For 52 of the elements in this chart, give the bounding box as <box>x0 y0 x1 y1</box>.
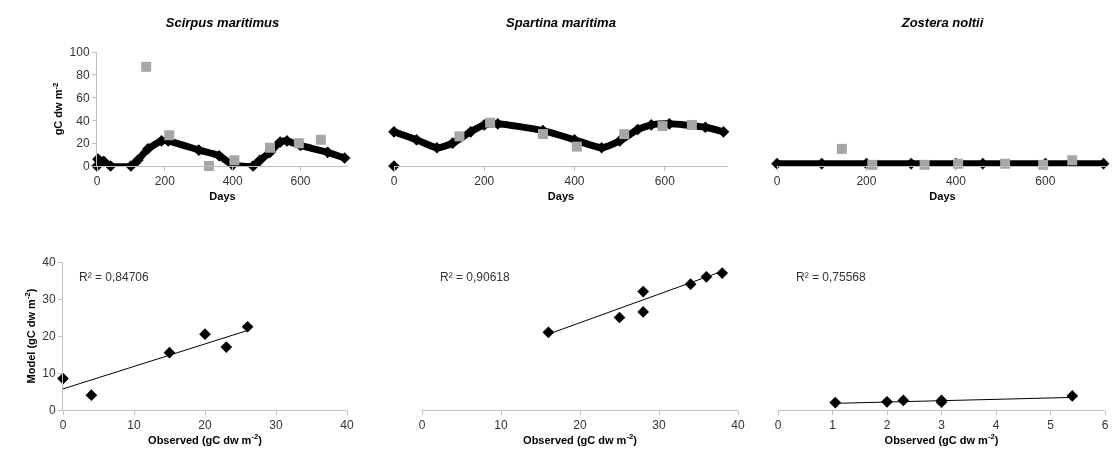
chart-title: Scirpus maritimus <box>165 14 280 30</box>
x-tick-label: 20 <box>198 418 212 433</box>
y-tick-label: 0 <box>48 403 56 418</box>
x-axis-title: Observed (gC dw m$^{-2}$) <box>884 432 999 447</box>
x-tick-label: 30 <box>652 418 666 433</box>
x-tick-label: 200 <box>856 174 877 189</box>
y-tick-label: 80 <box>76 68 90 82</box>
x-tick-label: 0 <box>59 418 67 433</box>
x-tick-label: 400 <box>222 174 244 189</box>
x-tick-label: 400 <box>945 174 967 189</box>
x-tick-label: 30 <box>269 418 283 433</box>
annotation: R² = 0,75568 <box>796 270 867 284</box>
y-tick-label: 100 <box>69 45 90 60</box>
chart-title: Spartina maritima <box>506 14 616 30</box>
x-axis-title: Days <box>929 189 956 202</box>
y-tick-label: 20 <box>76 136 90 151</box>
x-axis-title: Observed (gC dw m$^{-2}$) <box>148 432 263 447</box>
x-axis-title: Days <box>209 189 236 202</box>
x-tick-label: 600 <box>290 174 311 189</box>
y-tick-label: 0 <box>82 159 90 174</box>
y-tick-label: 40 <box>42 255 56 270</box>
y-tick-label: 20 <box>42 329 56 344</box>
annotation: R² = 0,90618 <box>440 270 511 284</box>
chart-title: Zostera noltii <box>900 14 984 30</box>
x-axis-title: Observed (gC dw m$^{-2}$) <box>523 432 638 447</box>
y-tick-label: 10 <box>42 366 56 381</box>
x-tick-label: 2 <box>883 418 891 433</box>
x-tick-label: 4 <box>992 418 1000 433</box>
x-tick-label: 10 <box>127 418 141 433</box>
x-tick-label: 200 <box>474 174 495 189</box>
x-tick-label: 10 <box>494 418 508 433</box>
x-tick-label: 6 <box>1101 418 1109 433</box>
x-tick-label: 600 <box>1035 174 1056 189</box>
x-tick-label: 0 <box>774 418 782 433</box>
x-tick-label: 40 <box>731 418 745 433</box>
annotation: R² = 0,84706 <box>79 270 150 284</box>
x-tick-label: 20 <box>573 418 587 433</box>
x-tick-label: 0 <box>390 174 398 189</box>
x-tick-label: 600 <box>654 174 676 189</box>
y-tick-label: 30 <box>42 292 56 307</box>
y-tick-label: 40 <box>76 113 90 128</box>
x-tick-label: 3 <box>938 418 946 433</box>
x-tick-label: 400 <box>564 174 585 189</box>
x-axis-title: Days <box>547 189 575 202</box>
y-tick-label: 60 <box>76 90 90 105</box>
x-tick-label: 0 <box>773 174 781 189</box>
x-tick-label: 40 <box>340 418 354 433</box>
x-tick-label: 0 <box>93 174 101 189</box>
x-tick-label: 200 <box>154 174 176 189</box>
x-tick-label: 0 <box>418 418 426 433</box>
x-tick-label: 1 <box>829 418 837 433</box>
x-tick-label: 5 <box>1047 418 1055 433</box>
